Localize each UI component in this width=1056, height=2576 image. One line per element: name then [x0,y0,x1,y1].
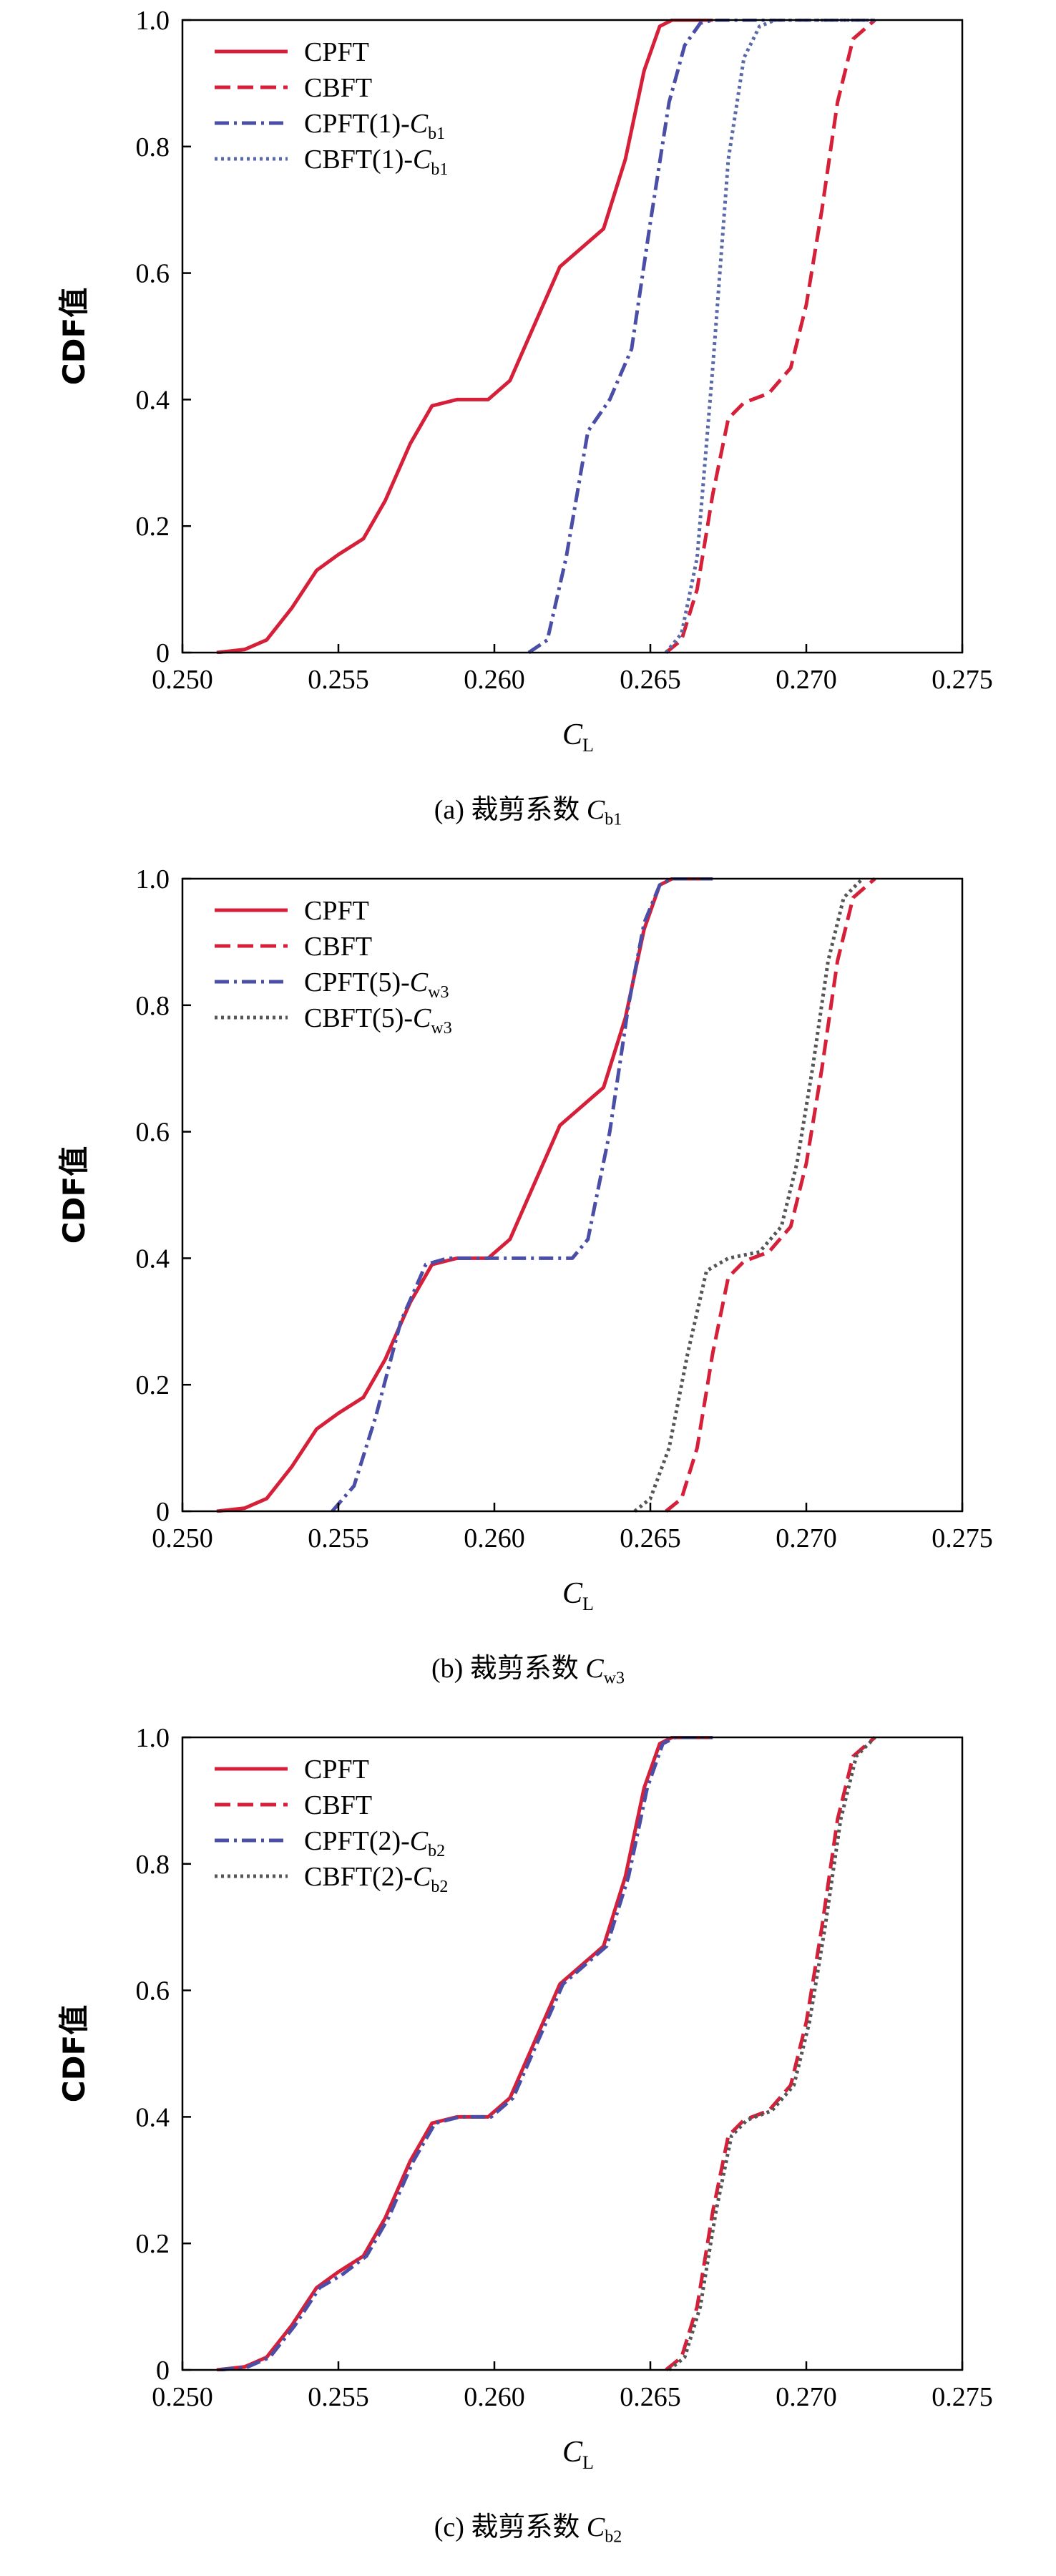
series-line [216,19,713,654]
y-tick-label: 0.4 [136,2102,170,2132]
y-tick-label: 0.4 [136,385,170,415]
caption-var-letter: C [585,1654,604,1684]
legend-label: CBFT(5)-Cw3 [304,1003,452,1038]
chart-svg: 0.250 0.255 0.260 0.265 0.270 0.275 0 0.2 0.4 0.6… [57,864,993,1614]
y-tick-label: 0.8 [136,132,170,162]
series-line [527,19,875,654]
x-tick-label: 0.270 [776,2382,837,2412]
legend-label: CPFT(1)-Cb1 [304,109,445,143]
y-tick-label: 0.6 [136,1118,170,1148]
caption-var-sub: w3 [603,1669,625,1688]
x-axis-label: CL [562,1577,594,1614]
x-tick-label: 0.265 [620,1523,681,1553]
x-tick-label: 0.275 [932,665,993,695]
chart-panel-c: 0.250 0.255 0.260 0.265 0.270 0.275 0 0.2 0.4 0.6… [0,1717,1056,2576]
legend-label: CPFT [304,1755,369,1785]
chart-panel-a: 0.250 0.255 0.260 0.265 0.270 0.275 0 0.2 0.4 0.6… [0,0,1056,859]
x-tick-label: 0.275 [932,1523,993,1553]
caption-text: 裁剪系数 [471,2512,580,2542]
caption-var-sub: b1 [605,810,622,829]
x-tick-label: 0.250 [152,1523,213,1553]
chart-svg: 0.250 0.255 0.260 0.265 0.270 0.275 0 0.2 0.4 0.6… [57,6,993,756]
plot-frame [181,877,964,1513]
x-tick-label: 0.275 [932,2382,993,2412]
y-tick-label: 0.2 [136,1370,170,1400]
x-tick-label: 0.260 [464,2382,525,2412]
y-tick-label: 0.8 [136,1850,170,1880]
y-axis-label: CDF值 [57,2005,92,2102]
series-group [216,19,876,654]
x-tick-label: 0.270 [776,1523,837,1553]
x-tick-label: 0.265 [620,2382,681,2412]
series-line [216,877,713,1513]
series-line [664,19,875,654]
x-tick-label: 0.265 [620,665,681,695]
x-axis-label: CL [562,2436,594,2473]
y-axis-label: CDF值 [57,288,92,385]
y-tick-label: 0.2 [136,2229,170,2259]
x-tick-label: 0.255 [308,1523,369,1553]
y-tick-label: 1.0 [136,6,170,36]
y-tick-label: 0.6 [136,259,170,289]
caption-var: Cb2 [586,2512,622,2547]
y-tick-label: 0.4 [136,1244,170,1274]
chart-caption: (a) 裁剪系数 Cb1 [0,787,1056,830]
caption-prefix: (c) [434,2512,464,2542]
series-line [331,877,713,1513]
legend-label: CPFT(2)-Cb2 [304,1826,445,1860]
caption-var-letter: C [586,795,605,825]
chart-svg: 0.250 0.255 0.260 0.265 0.270 0.275 0 0.2 0.4 0.6… [57,1723,993,2473]
series-line [668,1736,876,2371]
y-tick-label: 0.8 [136,991,170,1021]
y-tick-label: 0 [156,1497,170,1527]
x-tick-label: 0.255 [308,2382,369,2412]
legend-label: CBFT(1)-Cb1 [304,145,448,179]
caption-var: Cb1 [586,795,622,829]
x-axis-label: CL [562,718,594,756]
series-line [665,1736,876,2371]
series-line [665,19,876,654]
caption-var-sub: b2 [605,2527,622,2547]
chart-caption: (b) 裁剪系数 Cw3 [0,1646,1056,1689]
legend-label: CBFT [304,932,372,962]
series-line [216,1736,713,2371]
caption-text: 裁剪系数 [469,1654,579,1684]
y-tick-label: 0.6 [136,1976,170,2006]
series-line [220,1736,713,2371]
y-tick-label: 0 [156,638,170,668]
legend-label: CBFT [304,73,372,103]
x-tick-label: 0.270 [776,665,837,695]
caption-prefix: (a) [434,795,464,825]
legend-label: CPFT [304,37,369,67]
legend-label: CPFT [304,896,369,926]
caption-var: Cw3 [585,1654,625,1688]
y-tick-label: 1.0 [136,864,170,894]
chart-caption: (c) 裁剪系数 Cb2 [0,2504,1056,2547]
legend-label: CPFT(5)-Cw3 [304,967,449,1002]
x-tick-label: 0.250 [152,665,213,695]
caption-prefix: (b) [431,1654,464,1684]
legend-label: CBFT(2)-Cb2 [304,1862,448,1896]
plot-frame [181,19,964,654]
chart-panel-b: 0.250 0.255 0.260 0.265 0.270 0.275 0 0.2 0.4 0.6… [0,859,1056,1717]
y-tick-label: 1.0 [136,1723,170,1753]
series-line [633,877,864,1513]
caption-text: 裁剪系数 [471,795,580,825]
x-tick-label: 0.250 [152,2382,213,2412]
series-line [665,877,876,1513]
y-tick-label: 0 [156,2356,170,2386]
y-tick-label: 0.2 [136,512,170,542]
x-tick-label: 0.255 [308,665,369,695]
series-group [216,877,876,1513]
plot-frame [181,1736,964,2371]
x-tick-label: 0.260 [464,1523,525,1553]
caption-var-letter: C [586,2512,605,2542]
series-group [216,1736,876,2371]
legend-label: CBFT [304,1790,372,1820]
y-axis-label: CDF值 [57,1146,92,1244]
x-tick-label: 0.260 [464,665,525,695]
